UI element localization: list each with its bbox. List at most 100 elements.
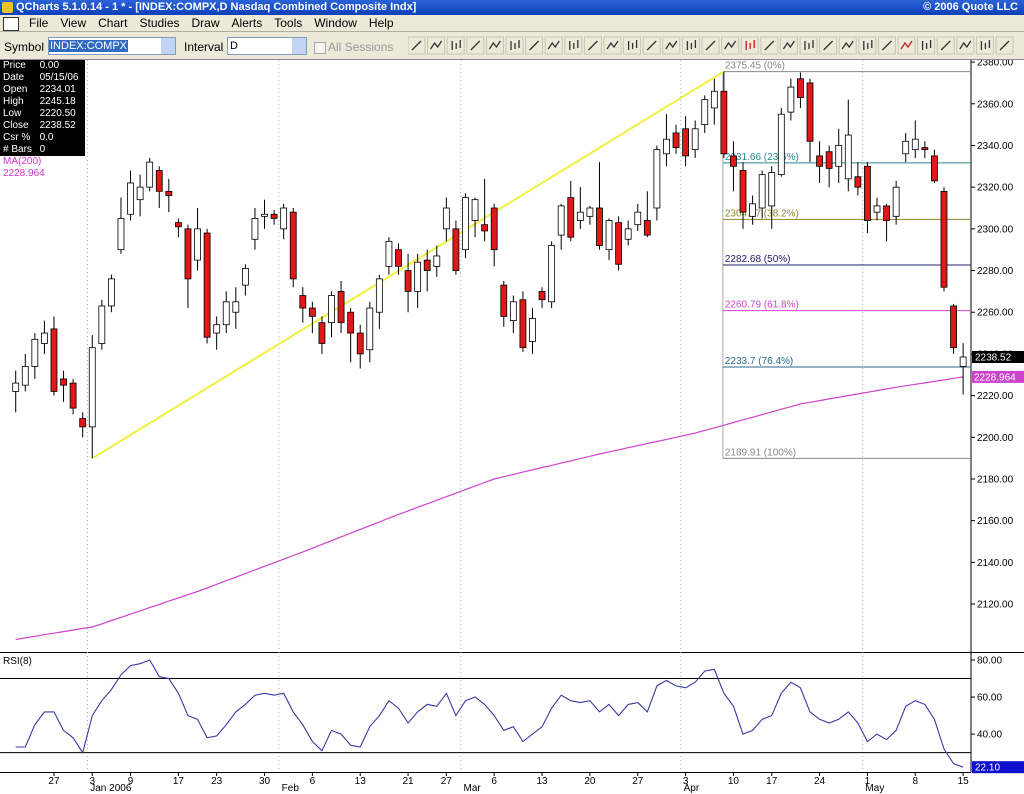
menu-item[interactable]: Draw <box>191 16 220 30</box>
menu-item[interactable]: Help <box>368 16 394 30</box>
tool-button[interactable] <box>681 36 700 55</box>
tool-button[interactable] <box>897 36 916 55</box>
candle-body <box>864 165 871 221</box>
tool-button[interactable] <box>466 36 485 55</box>
tool-button[interactable] <box>427 36 446 55</box>
candle-body <box>452 228 460 271</box>
menu-item[interactable]: Alerts <box>231 16 263 30</box>
tool-glyph <box>900 40 913 50</box>
fib-label: 2189.91 (100%) <box>725 447 796 458</box>
tool-button[interactable] <box>485 36 504 55</box>
candle-body <box>174 222 182 228</box>
tool-button[interactable] <box>642 36 661 55</box>
candle-body <box>270 213 278 219</box>
candle-body <box>931 155 938 182</box>
menu-item[interactable]: Studies <box>139 16 180 30</box>
tool-button[interactable] <box>956 36 975 55</box>
menu-item[interactable]: Tools <box>274 16 303 30</box>
menu-item[interactable]: File <box>29 16 49 30</box>
menu-item[interactable]: Window <box>314 16 357 30</box>
candle-body <box>940 190 948 288</box>
tool-frame <box>760 36 779 55</box>
tool-button[interactable] <box>583 36 602 55</box>
tool-button[interactable] <box>995 36 1014 55</box>
trendline <box>91 70 725 460</box>
tool-button[interactable] <box>877 36 896 55</box>
x-tick-label: 13 <box>536 776 548 787</box>
candle-body <box>261 213 268 217</box>
candle-body <box>184 228 192 280</box>
tool-button[interactable] <box>936 36 955 55</box>
tool-button[interactable] <box>740 36 759 55</box>
tool-button[interactable] <box>799 36 818 55</box>
x-tick-label: 6 <box>310 776 316 787</box>
dropdown-button[interactable] <box>292 38 306 54</box>
tool-button[interactable] <box>525 36 544 55</box>
tool-button[interactable] <box>623 36 642 55</box>
tool-button[interactable] <box>662 36 681 55</box>
candle-body <box>797 78 804 98</box>
tool-button[interactable] <box>917 36 936 55</box>
candle-body <box>31 338 39 367</box>
menu-item[interactable]: View <box>60 16 87 30</box>
x-tick-label: 8 <box>912 776 918 787</box>
info-label: High <box>3 96 24 107</box>
tool-button[interactable] <box>446 36 465 55</box>
tool-button[interactable] <box>858 36 877 55</box>
symbol-input[interactable]: INDEX:COMPX <box>48 37 176 55</box>
symbol-label: Symbol <box>4 40 45 54</box>
candle-body <box>442 207 450 230</box>
candle-body <box>720 90 728 155</box>
candle-body <box>538 290 546 301</box>
month-label: Jan 2006 <box>90 783 132 794</box>
tool-glyph <box>724 40 737 50</box>
tool-button[interactable] <box>819 36 838 55</box>
candle-body <box>328 295 335 324</box>
symbol-value[interactable]: INDEX:COMPX <box>49 40 129 52</box>
info-label: Close <box>3 120 29 131</box>
ma-value: 2228.964 <box>3 168 45 179</box>
x-tick-label: 3 <box>89 776 95 787</box>
moving-average <box>15 376 964 641</box>
candle-body <box>634 211 642 226</box>
x-tick-label: 15 <box>958 776 970 787</box>
menu-icon[interactable] <box>3 17 19 31</box>
tool-button[interactable] <box>544 36 563 55</box>
info-row: # Bars 0 <box>0 144 85 156</box>
tool-glyph <box>823 40 834 51</box>
ma-box <box>972 370 1024 383</box>
tool-glyph <box>764 40 775 51</box>
info-row: Close 2238.52 <box>0 120 85 132</box>
tool-button[interactable] <box>505 36 524 55</box>
sessions-checkbox[interactable] <box>314 42 326 54</box>
menu-item[interactable]: Chart <box>98 16 128 30</box>
tool-frame <box>485 36 504 55</box>
fib-label: 2375.45 (0%) <box>725 61 785 72</box>
tool-button[interactable] <box>408 36 426 55</box>
interval-select[interactable]: D <box>227 37 307 55</box>
tool-button[interactable] <box>779 36 798 55</box>
tool-button[interactable] <box>564 36 583 55</box>
interval-value[interactable]: D <box>230 40 238 52</box>
month-label: May <box>865 783 884 794</box>
candle-body <box>653 149 661 209</box>
tool-button[interactable] <box>603 36 622 55</box>
info-value: 0.00 <box>39 60 60 71</box>
tool-button[interactable] <box>760 36 779 55</box>
candle-body <box>12 382 20 392</box>
sessions-label[interactable]: All Sessions <box>328 40 394 54</box>
tool-button[interactable] <box>701 36 720 55</box>
tool-button[interactable] <box>838 36 857 55</box>
candle-body <box>739 170 747 213</box>
tool-glyph <box>686 40 697 50</box>
tool-glyph <box>569 40 579 50</box>
x-tick-label: 21 <box>403 776 415 787</box>
candle-body <box>624 228 632 240</box>
current-label: 22.10 <box>975 763 1000 774</box>
candle-body <box>21 366 29 386</box>
tool-glyph <box>980 40 991 50</box>
dropdown-button[interactable] <box>161 38 175 54</box>
candle-body <box>576 211 584 221</box>
tool-button[interactable] <box>975 36 994 55</box>
tool-button[interactable] <box>721 36 740 55</box>
